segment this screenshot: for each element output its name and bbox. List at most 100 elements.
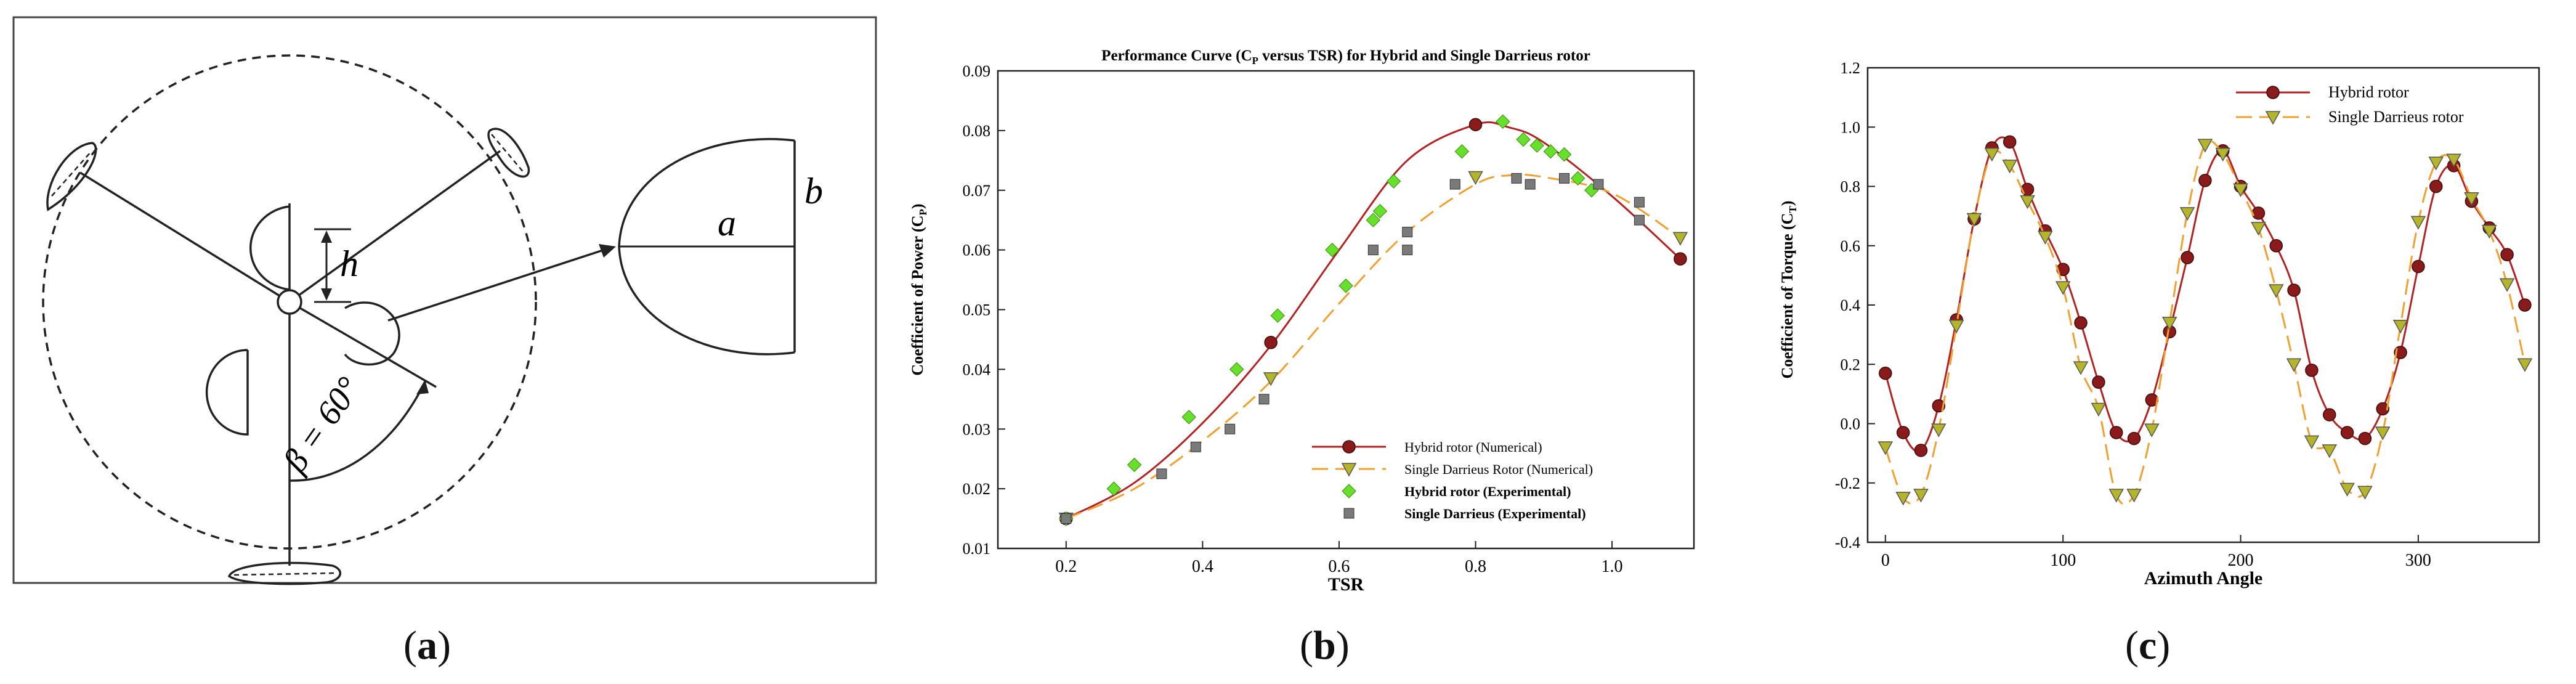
y-tick-label: 0.05 — [963, 301, 991, 319]
data-point — [2020, 195, 2035, 210]
y-tick-label: 0.04 — [963, 360, 991, 378]
data-point — [2429, 179, 2443, 193]
data-point — [1496, 114, 1510, 129]
y-tick-label: 0.03 — [963, 420, 991, 438]
data-point — [2464, 192, 2479, 206]
y-tick-label: 0.08 — [963, 122, 991, 140]
legend-marker — [2266, 86, 2280, 99]
data-point — [2287, 283, 2301, 297]
data-point — [2304, 435, 2320, 449]
data-point — [1366, 213, 1381, 227]
y-tick-label: 0.6 — [1841, 237, 1861, 255]
data-point — [2215, 147, 2230, 162]
data-point — [1386, 174, 1401, 189]
rotor-hub — [277, 289, 302, 315]
data-point — [2357, 486, 2373, 500]
diagram-frame — [12, 16, 877, 584]
x-tick-label: 1.0 — [1602, 557, 1623, 576]
label-h: h — [340, 243, 358, 284]
data-point — [1402, 245, 1413, 256]
y-tick-label: -0.2 — [1835, 474, 1860, 492]
data-point — [2126, 489, 2142, 503]
data-point — [1966, 213, 1982, 227]
data-point — [2286, 358, 2302, 372]
series-hybrid-rotor — [1879, 135, 2532, 457]
data-point — [2181, 251, 2194, 264]
label-b: b — [804, 171, 823, 211]
data-point — [2410, 216, 2426, 230]
data-point — [1372, 203, 1388, 219]
series-line — [1066, 173, 1681, 519]
y-tick-label: 0.8 — [1841, 178, 1861, 196]
data-point — [2233, 183, 2248, 197]
airfoil-blade-right — [487, 128, 530, 178]
airfoil-blade-left — [46, 142, 97, 211]
legend-marker — [2265, 111, 2281, 125]
arm-left — [79, 171, 290, 303]
data-point — [2481, 224, 2497, 239]
savonius-bucket-top — [249, 205, 290, 291]
beta-reference-line — [289, 301, 437, 388]
y-tick-label: 0.01 — [963, 540, 991, 558]
data-point — [1525, 179, 1536, 190]
data-point — [1061, 513, 1072, 524]
x-tick-label: 0.8 — [1465, 557, 1486, 576]
data-point — [2038, 230, 2053, 245]
y-tick-label: 0.4 — [1841, 296, 1861, 314]
data-point — [1672, 232, 1688, 246]
data-point — [1449, 179, 1460, 190]
data-point — [1948, 319, 1964, 334]
data-point — [1156, 468, 1167, 479]
data-point — [1367, 245, 1379, 256]
data-point — [2412, 259, 2425, 274]
arm-right — [288, 150, 501, 303]
x-tick-label: 300 — [2405, 551, 2431, 570]
data-point — [2109, 426, 2123, 439]
data-point — [1913, 489, 1929, 503]
legend-label: Hybrid rotor — [2328, 83, 2409, 101]
x-tick-label: 100 — [2050, 551, 2076, 570]
beta-angle-arc — [289, 381, 426, 482]
data-point — [1270, 308, 1285, 323]
data-point — [1570, 171, 1586, 186]
data-point — [2251, 206, 2266, 220]
y-tick-label: 0.0 — [1841, 415, 1861, 433]
data-point — [1511, 173, 1522, 184]
data-point — [2358, 431, 2372, 446]
chart-b-title: Performance Curve (CP versus TSR) for Hy… — [1101, 47, 1590, 67]
data-point — [2003, 135, 2017, 149]
legend-marker — [1342, 440, 1356, 454]
chart-c-ylabel: Coefficient of Torque (CT) — [1778, 201, 1799, 379]
data-point — [2127, 431, 2141, 446]
savonius-bucket-left — [205, 349, 249, 436]
legend-marker — [1341, 463, 1357, 477]
data-point — [1984, 147, 2000, 162]
rotor-diagram: h β = 60° a b — [12, 16, 877, 585]
legend-label: Hybrid rotor (Experimental) — [1404, 484, 1571, 499]
data-point — [1190, 441, 1201, 452]
data-point — [1674, 252, 1687, 266]
data-point — [1263, 372, 1279, 386]
x-tick-label: 0.6 — [1328, 557, 1350, 576]
data-point — [2091, 402, 2107, 417]
legend-marker — [1343, 508, 1355, 519]
y-tick-label: 1.2 — [1841, 59, 1861, 77]
legend-label: Single Darrieus Rotor (Numerical) — [1404, 462, 1593, 477]
y-tick-label: 0.02 — [963, 480, 991, 498]
data-point — [1914, 444, 1928, 457]
data-point — [1468, 171, 1483, 185]
x-tick-label: 200 — [2228, 551, 2254, 570]
data-point — [2073, 361, 2089, 375]
legend-marker — [1342, 484, 1356, 499]
series-line — [1884, 140, 2526, 505]
y-tick-label: 0.06 — [963, 242, 991, 259]
data-point — [2499, 278, 2515, 292]
series-single-darrieus-experimental- — [1061, 173, 1645, 524]
data-point — [2055, 281, 2071, 295]
x-tick-label: 0.4 — [1192, 557, 1213, 576]
chart-c-xlabel: Azimuth Angle — [2144, 568, 2263, 588]
data-point — [2074, 316, 2088, 330]
caption-a: (a) — [403, 623, 451, 668]
data-point — [2269, 239, 2283, 253]
series-line — [1066, 121, 1681, 519]
